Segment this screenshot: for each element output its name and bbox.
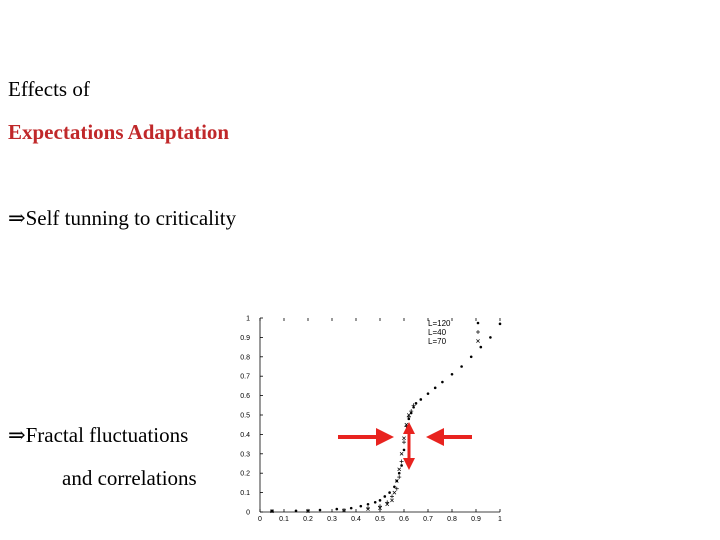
x-tick-label: 0.4 <box>351 516 361 523</box>
legend-label: L=70 <box>428 337 447 346</box>
legend-label: L=120 <box>428 319 451 328</box>
data-point <box>335 507 339 511</box>
series-3 <box>270 413 411 514</box>
data-point <box>270 509 274 514</box>
x-tick-label: 0.8 <box>447 516 457 523</box>
y-tick-label: 1 <box>246 316 250 323</box>
data-point <box>394 486 399 491</box>
legend-label: L=40 <box>428 328 447 337</box>
x-tick-labels: 0 0.1 0.2 0.3 0.4 0.5 0.6 0.7 0.8 0.9 1 <box>258 318 502 523</box>
slide-heading-line1: Effects of <box>8 77 90 101</box>
data-point <box>390 494 394 499</box>
data-point <box>383 495 387 498</box>
data-point <box>409 409 414 414</box>
series-2 <box>270 403 416 514</box>
bullet-fractal-continuation: and correlations <box>62 466 197 490</box>
x-tick-label: 0.7 <box>423 516 433 523</box>
red-arrows <box>338 422 472 470</box>
series-1 <box>270 322 502 513</box>
data-point <box>342 508 346 513</box>
data-point <box>378 506 382 510</box>
data-point <box>433 386 437 390</box>
data-point <box>378 504 382 509</box>
y-tick-label: 0.7 <box>240 374 250 381</box>
data-point <box>489 336 492 339</box>
bullet-self-tuning: ⇒Self tunning to criticality <box>8 206 237 230</box>
x-tick-label: 0.3 <box>327 516 337 523</box>
data-point <box>373 501 377 504</box>
slide-heading-line2: Expectations Adaptation <box>8 120 230 144</box>
legend-marker <box>476 321 480 325</box>
y-tick-label: 0.5 <box>240 413 250 420</box>
data-point <box>469 355 473 359</box>
data-point <box>388 491 391 494</box>
x-tick-label: 1 <box>498 516 502 523</box>
data-point <box>498 322 502 326</box>
data-point <box>366 507 370 511</box>
data-point <box>306 509 310 513</box>
x-tick-label: 0.2 <box>303 516 313 523</box>
data-point <box>397 475 402 480</box>
y-tick-label: 0.3 <box>240 451 250 458</box>
y-tick-label: 0.8 <box>240 354 250 361</box>
arrow-down-head <box>403 458 415 470</box>
data-point <box>397 467 402 472</box>
data-point <box>426 392 430 395</box>
criticality-chart: 0 0.1 0.2 0.3 0.4 0.5 0.6 0.7 0.8 0.9 1 0 0.1 0.2 0.3… <box>240 316 502 524</box>
x-tick-label: 0.9 <box>471 516 481 523</box>
data-point <box>349 506 353 510</box>
data-point <box>378 499 382 502</box>
data-point <box>400 464 403 467</box>
data-point <box>441 380 444 384</box>
data-point <box>393 485 396 489</box>
data-point <box>419 398 423 401</box>
legend-marker <box>476 339 480 343</box>
data-point <box>366 502 370 506</box>
legend-marker <box>476 330 480 334</box>
y-tick-label: 0.4 <box>240 432 250 439</box>
data-point <box>392 490 397 495</box>
data-point <box>385 500 390 505</box>
y-tick-label: 0.1 <box>240 490 250 497</box>
data-point <box>318 508 322 512</box>
data-point <box>385 502 390 507</box>
y-tick-label: 0.6 <box>240 393 250 400</box>
data-point <box>294 509 298 513</box>
data-point <box>402 440 406 445</box>
data-point <box>460 365 463 368</box>
x-tick-label: 0.1 <box>279 516 289 523</box>
arrow-left-head <box>376 428 394 446</box>
data-point <box>390 498 394 503</box>
y-tick-label: 0.9 <box>240 335 250 342</box>
data-point <box>411 403 416 408</box>
data-point <box>397 471 401 475</box>
arrow-up-head <box>403 422 415 434</box>
chart-axes <box>259 318 500 513</box>
data-point <box>394 479 399 483</box>
chart-points <box>270 322 502 514</box>
y-tick-label: 0 <box>246 510 250 517</box>
y-tick-labels: 0 0.1 0.2 0.3 0.4 0.5 0.6 0.7 0.8 0.9 1 <box>240 316 263 517</box>
data-point <box>359 504 363 508</box>
data-point <box>399 459 404 464</box>
x-tick-label: 0 <box>258 516 262 523</box>
data-point <box>450 372 454 376</box>
data-point <box>406 414 411 419</box>
data-point <box>402 448 406 452</box>
x-tick-label: 0.5 <box>375 516 385 523</box>
arrow-right-head <box>426 428 444 446</box>
bullet-fractal: ⇒Fractal fluctuations <box>8 423 189 447</box>
y-tick-label: 0.2 <box>240 471 250 478</box>
x-tick-label: 0.6 <box>399 516 409 523</box>
data-point <box>479 345 483 349</box>
data-point <box>402 436 406 441</box>
data-point <box>414 402 418 405</box>
data-point <box>399 451 404 456</box>
data-point <box>406 413 411 417</box>
